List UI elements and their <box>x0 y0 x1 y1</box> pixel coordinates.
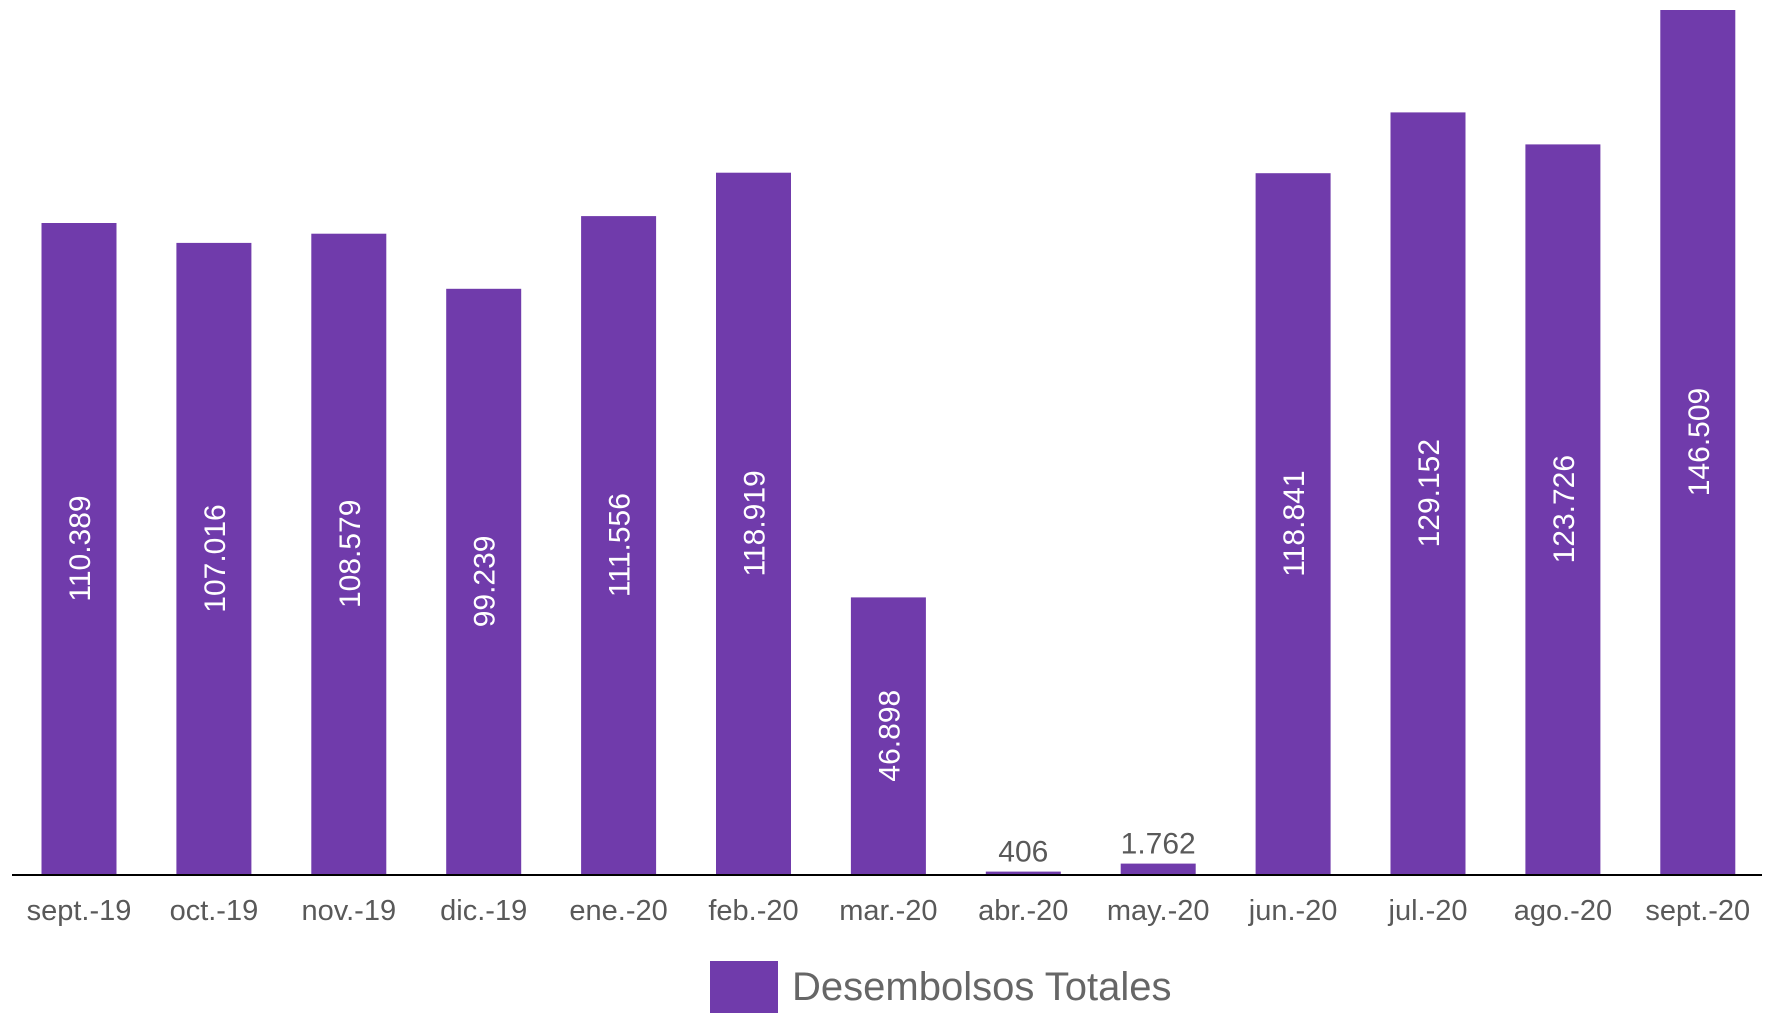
data-label-ene.-20: 111.556 <box>604 493 637 597</box>
x-tick-label-ene.-20: ene.-20 <box>569 895 667 927</box>
legend-label: Desembolsos Totales <box>792 965 1172 1009</box>
data-label-nov.-19: 108.579 <box>334 500 367 608</box>
bar-sept.-19 <box>41 223 117 874</box>
x-tick-label-ago.-20: ago.-20 <box>1514 895 1612 927</box>
x-tick-label-jun.-20: jun.-20 <box>1248 895 1338 927</box>
bar-abr.-20 <box>985 871 1061 874</box>
chart-plot: 110.389 sept.-19 107.016 oct.-19 108.579 nov.… <box>12 10 1762 927</box>
x-tick-label-abr.-20: abr.-20 <box>978 895 1068 927</box>
x-tick-label-nov.-19: nov.-19 <box>302 895 397 927</box>
x-tick-label-dic.-19: dic.-19 <box>440 895 527 927</box>
data-label-sept.-20: 146.509 <box>1683 388 1716 496</box>
bar-dic.-19 <box>446 288 522 874</box>
bar-oct.-19 <box>176 242 252 874</box>
bar-ene.-20 <box>581 216 657 875</box>
x-tick-label-mar.-20: mar.-20 <box>839 895 937 927</box>
x-tick-label-sept.-20: sept.-20 <box>1645 895 1750 927</box>
data-label-mar.-20: 46.898 <box>873 690 906 782</box>
x-tick-label-jul.-20: jul.-20 <box>1388 895 1468 927</box>
data-label-ago.-20: 123.726 <box>1548 455 1581 563</box>
data-label-jun.-20: 118.841 <box>1278 470 1311 576</box>
data-label-oct.-19: 107.016 <box>199 504 232 612</box>
bar-jul.-20 <box>1390 112 1466 874</box>
chart-legend: Desembolsos Totales <box>710 961 1171 1013</box>
bar-jun.-20 <box>1255 173 1331 874</box>
x-tick-label-feb.-20: feb.-20 <box>708 895 798 927</box>
bar-nov.-19 <box>311 233 387 874</box>
data-label-dic.-19: 99.239 <box>469 536 502 628</box>
data-label-jul.-20: 129.152 <box>1413 439 1446 547</box>
data-label-feb.-20: 118.919 <box>739 470 772 576</box>
bar-ago.-20 <box>1525 144 1601 874</box>
bar-mar.-20 <box>850 597 926 874</box>
data-label-may.-20: 1.762 <box>1121 828 1196 861</box>
x-tick-label-oct.-19: oct.-19 <box>170 895 259 927</box>
data-label-sept.-19: 110.389 <box>64 495 97 601</box>
bar-feb.-20 <box>716 172 791 874</box>
bar-sept.-20 <box>1660 10 1736 874</box>
bar-may.-20 <box>1120 863 1196 874</box>
x-tick-label-may.-20: may.-20 <box>1107 895 1210 927</box>
x-tick-label-sept.-19: sept.-19 <box>27 895 132 927</box>
legend-swatch <box>710 961 778 1013</box>
data-label-abr.-20: 406 <box>998 836 1048 869</box>
